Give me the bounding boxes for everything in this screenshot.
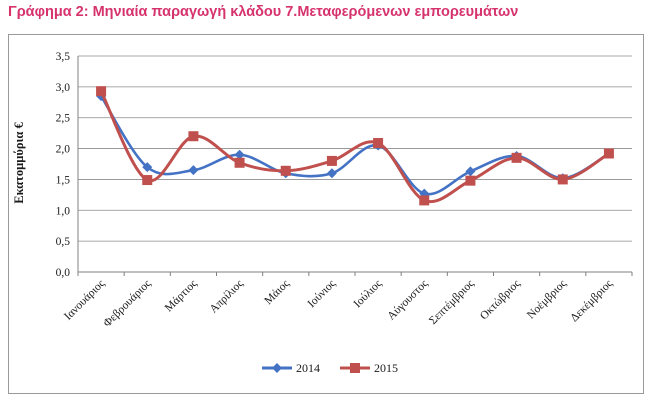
data-point-2015 — [188, 131, 199, 142]
x-tick-label: Νοέμβριος — [525, 277, 569, 321]
x-tick-label: Φεβρουάριος — [101, 277, 153, 329]
legend-label: 2015 — [374, 361, 398, 375]
data-point-2015 — [557, 174, 568, 185]
x-tick-label: Μάρτιος — [163, 277, 200, 314]
y-tick-label: 2,0 — [56, 144, 71, 156]
data-point-2015 — [142, 175, 153, 186]
data-point-2015 — [603, 148, 614, 159]
data-point-2014 — [142, 162, 153, 173]
data-point-2015 — [373, 138, 384, 149]
axes — [77, 56, 633, 276]
x-tick-label: Μάιος — [262, 277, 292, 307]
x-tick-label: Ιανουάριος — [62, 277, 107, 322]
data-point-2015 — [234, 157, 245, 168]
legend-marker — [350, 363, 360, 373]
y-tick-labels: 0,0 0,5 1,0 1,5 2,0 2,5 3,0 3,5 — [56, 51, 71, 279]
data-point-2015 — [511, 152, 522, 163]
x-tick-label: Αύγουστος — [385, 277, 430, 322]
legend: 2014 2015 — [262, 361, 398, 375]
y-tick-label: 3,0 — [56, 82, 71, 94]
legend-marker — [272, 363, 282, 373]
x-tick-label: Σεπτέμβριος — [427, 277, 477, 327]
y-tick-label: 0,0 — [56, 267, 71, 279]
series-line-2015 — [99, 90, 610, 204]
chart-frame — [8, 34, 644, 394]
y-tick-label: 1,5 — [56, 174, 71, 186]
chart-title: Γράφημα 2: Μηνιαία παραγωγή κλάδου 7.Μετ… — [8, 4, 519, 20]
legend-item-2014: 2014 — [262, 361, 320, 375]
x-tick-label: Ιούνιος — [306, 277, 339, 310]
data-point-2015 — [465, 175, 476, 186]
legend-label: 2014 — [296, 361, 320, 375]
x-tick-label: Δεκέμβριος — [568, 277, 615, 324]
x-tick-label: Ιούλιος — [352, 277, 385, 310]
series-2014 — [96, 91, 614, 199]
y-tick-label: 1,0 — [56, 205, 71, 217]
data-point-2014 — [326, 168, 337, 179]
legend-item-2015: 2015 — [340, 361, 398, 375]
data-point-2015 — [419, 195, 430, 206]
y-tick-label: 2,5 — [56, 113, 71, 125]
data-point-2014 — [188, 165, 199, 176]
gridlines — [78, 55, 632, 242]
y-axis-label: Εκατομμύρια € — [12, 122, 26, 204]
data-point-2014 — [465, 166, 476, 177]
data-point-2015 — [96, 86, 107, 97]
data-point-2015 — [280, 165, 291, 176]
data-point-2015 — [326, 155, 337, 166]
data-point-2014 — [234, 149, 245, 160]
x-tick-label: Απρίλιος — [208, 277, 246, 315]
x-tick-label: Οκτώβριος — [478, 277, 523, 322]
y-tick-label: 3,5 — [56, 51, 71, 63]
series-2015 — [96, 86, 614, 206]
series-layer — [96, 86, 614, 206]
y-tick-label: 0,5 — [56, 236, 71, 248]
